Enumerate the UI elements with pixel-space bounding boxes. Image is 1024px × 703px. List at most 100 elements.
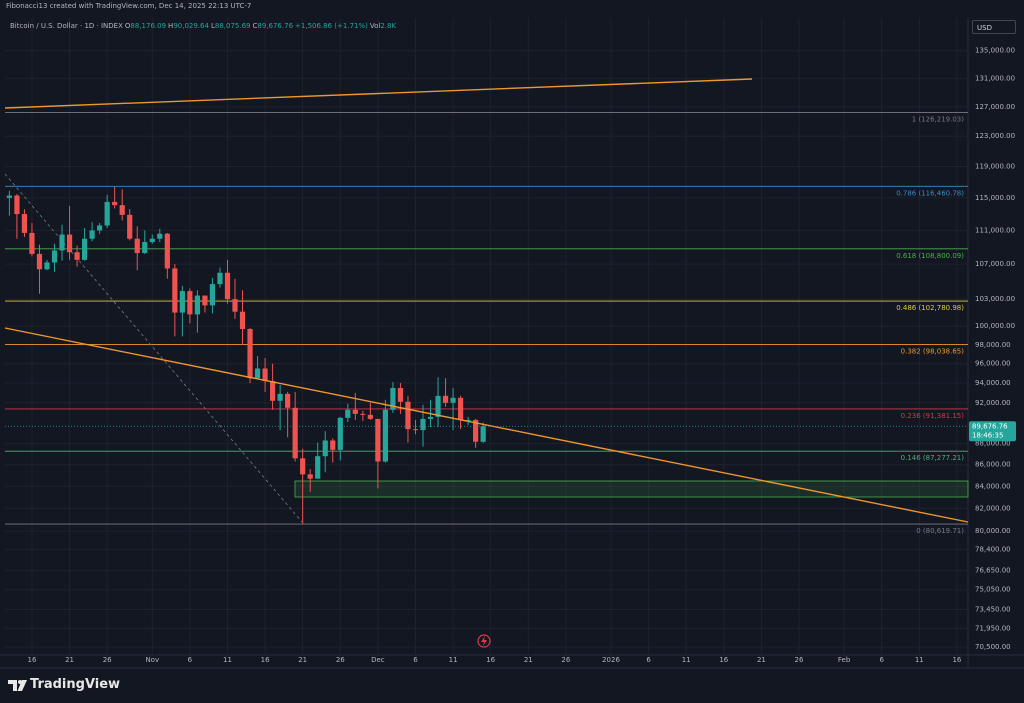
event-icon[interactable] (477, 634, 491, 648)
candle-body (209, 284, 216, 306)
candle-body (217, 272, 223, 285)
y-tick-label: 80,000.00 (975, 527, 1011, 535)
candle-body (179, 291, 185, 313)
ohlc-key: H (168, 22, 174, 30)
symbol: Bitcoin / U.S. Dollar · 1D · INDEX (10, 22, 123, 30)
candle-body (450, 397, 456, 403)
candle-body (134, 238, 140, 254)
ohlc-key: O (124, 22, 131, 30)
fib-label: 0.236 (91,381.15) (901, 412, 965, 420)
x-tick-label: 21 (298, 656, 307, 664)
candle-body (337, 417, 343, 450)
x-tick-label: 11 (449, 656, 458, 664)
candle-body (172, 268, 178, 313)
candle-body (330, 440, 336, 450)
brand-logo (8, 680, 27, 691)
ohlc-key: L (210, 22, 215, 30)
candle-body (375, 418, 381, 462)
x-tick-label: 16 (261, 656, 270, 664)
candle-body (427, 416, 434, 419)
candle-body (164, 233, 170, 269)
fib-label: 0.618 (108,800.09) (896, 252, 964, 260)
y-tick-label: 98,000.00 (975, 341, 1011, 349)
ohlc-value: 88,075.69 (214, 22, 251, 30)
candle-body (367, 414, 373, 419)
y-tick-label: 96,000.00 (975, 360, 1011, 368)
ohlc-value: 89,676.76 (257, 22, 294, 30)
ohlc-key: C (252, 22, 258, 30)
volume-key: Vol (369, 22, 381, 30)
candle-body (224, 272, 231, 300)
y-tick-label: 100,000.00 (975, 322, 1015, 330)
x-tick-label: 21 (757, 656, 766, 664)
candle-body (21, 214, 28, 233)
candle-body (285, 393, 291, 408)
candle-body (112, 201, 118, 206)
x-tick-label: 11 (915, 656, 924, 664)
x-tick-label: 26 (795, 656, 804, 664)
x-tick-label: Nov (145, 656, 159, 664)
y-tick-label: 92,000.00 (975, 399, 1011, 407)
x-tick-label: 16 (27, 656, 36, 664)
y-tick-label: 78,400.00 (975, 546, 1011, 554)
x-tick-label: 26 (561, 656, 570, 664)
candle-body (360, 413, 366, 415)
candle-body (74, 252, 80, 260)
fib-levels: 1 (126,219.03) 0.786 (116,460.78) 0.618 (1… (5, 112, 968, 535)
candles (6, 186, 486, 525)
volume-value: 2.8K (380, 22, 397, 30)
candle-body (345, 409, 351, 418)
y-tick-label: 119,000.00 (975, 163, 1015, 171)
ohlc-value: 90,029.64 (173, 22, 209, 30)
zone-box (294, 480, 969, 498)
candle-body (14, 195, 20, 215)
candle-body (82, 238, 88, 260)
currency-button[interactable]: USD (972, 20, 1016, 34)
x-tick-label: 21 (65, 656, 74, 664)
candle-body (194, 295, 200, 315)
candle-body (480, 426, 486, 442)
candle-body (142, 242, 148, 254)
candle-body (405, 401, 411, 430)
candle-body (66, 234, 73, 253)
ohlc-value: 88,176.09 (130, 22, 167, 30)
candle-body (435, 395, 441, 417)
candle-body (254, 368, 261, 379)
candle-body (352, 409, 358, 414)
y-tick-label: 131,000.00 (975, 74, 1015, 82)
last-price-label: 89,676.76 (972, 422, 1008, 430)
candle-body (149, 238, 155, 243)
x-tick-label: Feb (838, 656, 851, 664)
candle-body (300, 458, 306, 475)
candle-body (119, 205, 125, 215)
candle-body (127, 214, 133, 239)
y-tick-label: 84,000.00 (975, 482, 1011, 490)
legend: Bitcoin / U.S. Dollar · 1D · INDEX O88,17… (10, 22, 398, 30)
candle-body (397, 387, 404, 402)
candle-body (89, 230, 95, 239)
author-line: Fibonacci13 created with TradingView.com… (6, 2, 252, 10)
candle-body (412, 429, 419, 431)
candle-body (473, 419, 479, 442)
candle-body (390, 387, 396, 410)
y-tick-label: 107,000.00 (975, 260, 1015, 268)
candle-body (97, 225, 103, 231)
x-tick-label: 16 (486, 656, 495, 664)
y-tick-label: 76,650.00 (975, 566, 1011, 574)
dashed-trendline (4, 173, 303, 523)
candle-body (157, 233, 163, 239)
brand-name: TradingView (30, 677, 121, 692)
countdown-label: 18:46:35 (972, 431, 1003, 439)
x-tick-label: 26 (336, 656, 345, 664)
candle-body (262, 368, 268, 382)
candle-body (187, 291, 193, 315)
candle-body (307, 474, 313, 479)
candle-body (51, 250, 58, 263)
y-tick-label: 115,000.00 (975, 194, 1015, 202)
candle-body (29, 232, 35, 254)
candle-body (202, 295, 208, 306)
candle-body (458, 397, 464, 420)
last-price-tag (969, 421, 1016, 442)
